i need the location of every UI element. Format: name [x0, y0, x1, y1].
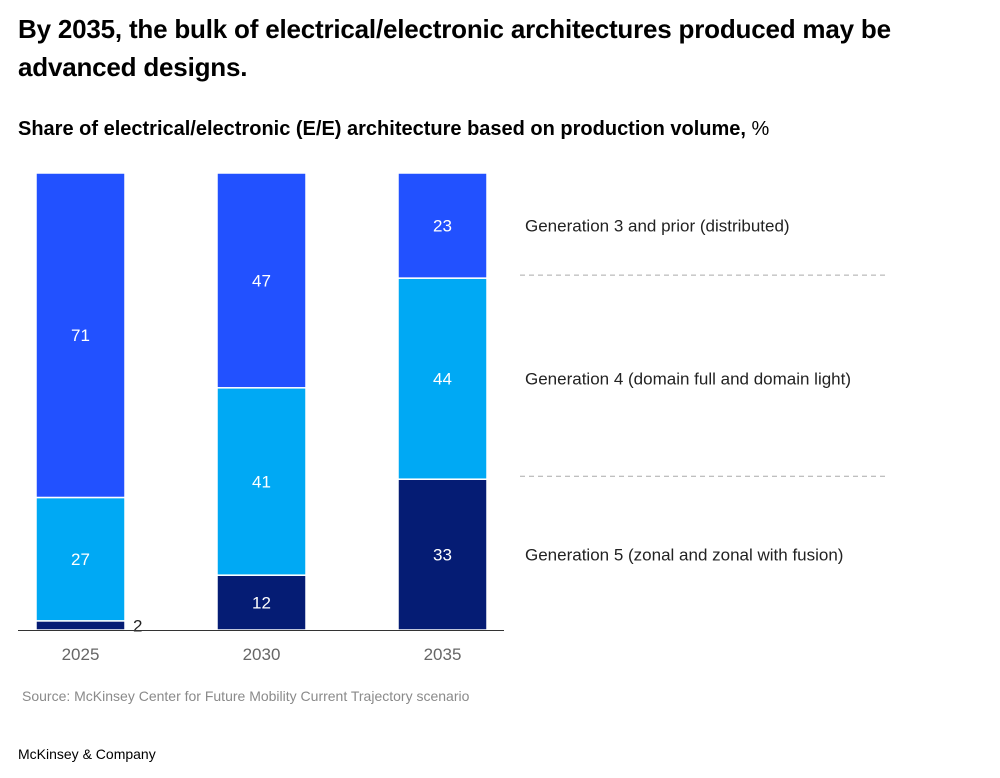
bar-segment-2025-series-0	[35, 620, 126, 631]
bar-value-label: 12	[252, 594, 271, 613]
x-tick-label: 2035	[424, 645, 462, 664]
bar-value-label: 27	[71, 550, 90, 569]
chart-subtitle: Share of electrical/electronic (E/E) arc…	[18, 118, 769, 141]
bar-segment-2035-series-0	[397, 478, 488, 631]
bar-segment-2025-series-2	[35, 172, 126, 499]
stacked-bar-chart: 2 27 71 2025 12 41 47 2030 33 44 23 2035 Generation …	[18, 172, 888, 664]
brand-footer: McKinsey & Company	[18, 746, 156, 762]
legend-label-series-2: Generation 3 and prior (distributed)	[525, 217, 790, 236]
bar-value-label: 33	[433, 546, 452, 565]
bar-value-label: 44	[433, 370, 452, 389]
chart-subtitle-unit: %	[751, 118, 770, 140]
bar-segment-2025-series-1	[35, 496, 126, 622]
bar-segment-2035-series-1	[397, 277, 488, 480]
bar-value-label: 47	[252, 271, 271, 290]
bar-segment-2030-series-2	[216, 172, 307, 389]
legend-label-series-0: Generation 5 (zonal and zonal with fusio…	[525, 546, 843, 565]
bar-value-label: 71	[71, 326, 90, 345]
bar-segment-2035-series-2	[397, 172, 488, 279]
chart-subtitle-text: Share of electrical/electronic (E/E) arc…	[18, 118, 746, 140]
x-tick-label: 2030	[243, 645, 281, 664]
bar-value-label: 2	[133, 616, 142, 635]
headline: By 2035, the bulk of electrical/electron…	[18, 14, 891, 82]
source-note: Source: McKinsey Center for Future Mobil…	[22, 688, 470, 704]
bar-value-label: 41	[252, 472, 271, 491]
x-tick-label: 2025	[62, 645, 100, 664]
bar-value-label: 23	[433, 217, 452, 236]
legend-label-series-1: Generation 4 (domain full and domain lig…	[525, 370, 851, 389]
